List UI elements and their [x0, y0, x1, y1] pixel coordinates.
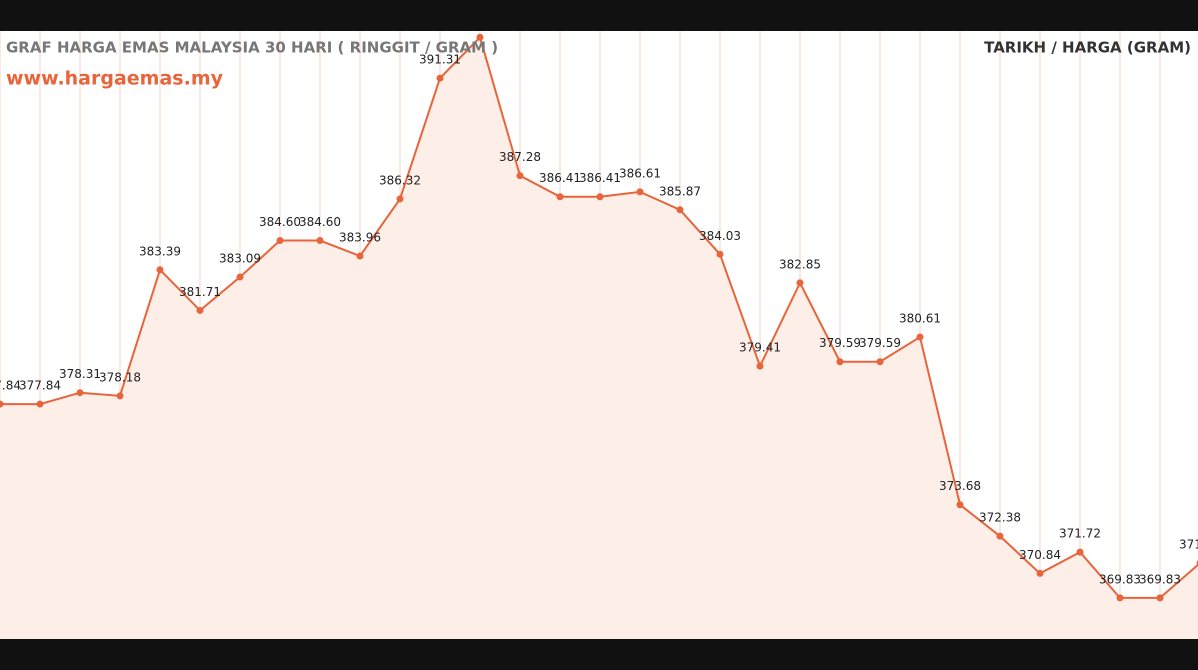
bottom-bar	[0, 639, 1198, 670]
data-label: 385.87	[659, 184, 701, 198]
data-label: 371.27	[1179, 538, 1198, 552]
data-label: 383.39	[139, 244, 181, 258]
data-label: 372.38	[979, 511, 1021, 525]
data-label: 373.68	[939, 479, 981, 493]
data-label: 377.84	[0, 379, 21, 393]
point	[156, 266, 164, 274]
point	[836, 358, 844, 366]
data-label: 386.41	[539, 171, 581, 185]
data-label: 386.32	[379, 173, 421, 187]
data-label: 371.72	[1059, 527, 1101, 541]
top-bar	[0, 0, 1198, 31]
data-label: 378.31	[59, 367, 101, 381]
point	[516, 172, 524, 180]
data-label: 369.83	[1139, 572, 1181, 586]
data-label: 379.59	[819, 336, 861, 350]
point	[596, 193, 604, 201]
data-label: 383.09	[219, 252, 261, 266]
chart-title: GRAF HARGA EMAS MALAYSIA 30 HARI ( RINGG…	[6, 39, 498, 57]
area	[0, 37, 1198, 639]
point	[796, 279, 804, 287]
point	[756, 362, 764, 370]
point	[396, 195, 404, 203]
data-label: 370.84	[1019, 548, 1061, 562]
point	[916, 333, 924, 341]
point	[476, 33, 484, 41]
data-label: 378.18	[99, 370, 141, 384]
point	[276, 237, 284, 245]
data-label: 384.60	[259, 215, 301, 229]
point	[36, 400, 44, 408]
data-label: 381.71	[179, 285, 221, 299]
point	[436, 74, 444, 82]
data-label: 369.83	[1099, 572, 1141, 586]
point	[0, 400, 4, 408]
point	[716, 250, 724, 258]
data-label: 391.31	[419, 53, 461, 67]
point	[996, 532, 1004, 540]
data-label: 383.96	[339, 231, 381, 245]
legend-title: TARIKH / HARGA (GRAM)	[984, 39, 1191, 57]
chart-subtitle: www.hargaemas.my	[6, 68, 224, 90]
point	[1036, 569, 1044, 577]
point	[236, 273, 244, 281]
data-label: 379.41	[739, 341, 781, 355]
point	[1156, 594, 1164, 602]
data-label: 386.41	[579, 171, 621, 185]
point	[956, 501, 964, 509]
point	[1076, 548, 1084, 556]
plot: 20-1021-1022-1023-1024-1025-1026-1027-10…	[0, 31, 1198, 639]
point	[636, 188, 644, 196]
point	[676, 206, 684, 214]
data-label: 380.61	[899, 312, 941, 326]
point	[876, 358, 884, 366]
data-label: 386.61	[619, 166, 661, 180]
point	[116, 392, 124, 400]
data-label: 384.60	[299, 215, 341, 229]
point	[196, 306, 204, 314]
data-label: 377.84	[19, 379, 61, 393]
data-label: 387.28	[499, 150, 541, 164]
data-label: 379.59	[859, 336, 901, 350]
point	[356, 252, 364, 260]
point	[1116, 594, 1124, 602]
point	[76, 389, 84, 397]
data-label: 384.03	[699, 229, 741, 243]
data-label: 382.85	[779, 257, 821, 271]
point	[556, 193, 564, 201]
point	[316, 237, 324, 245]
